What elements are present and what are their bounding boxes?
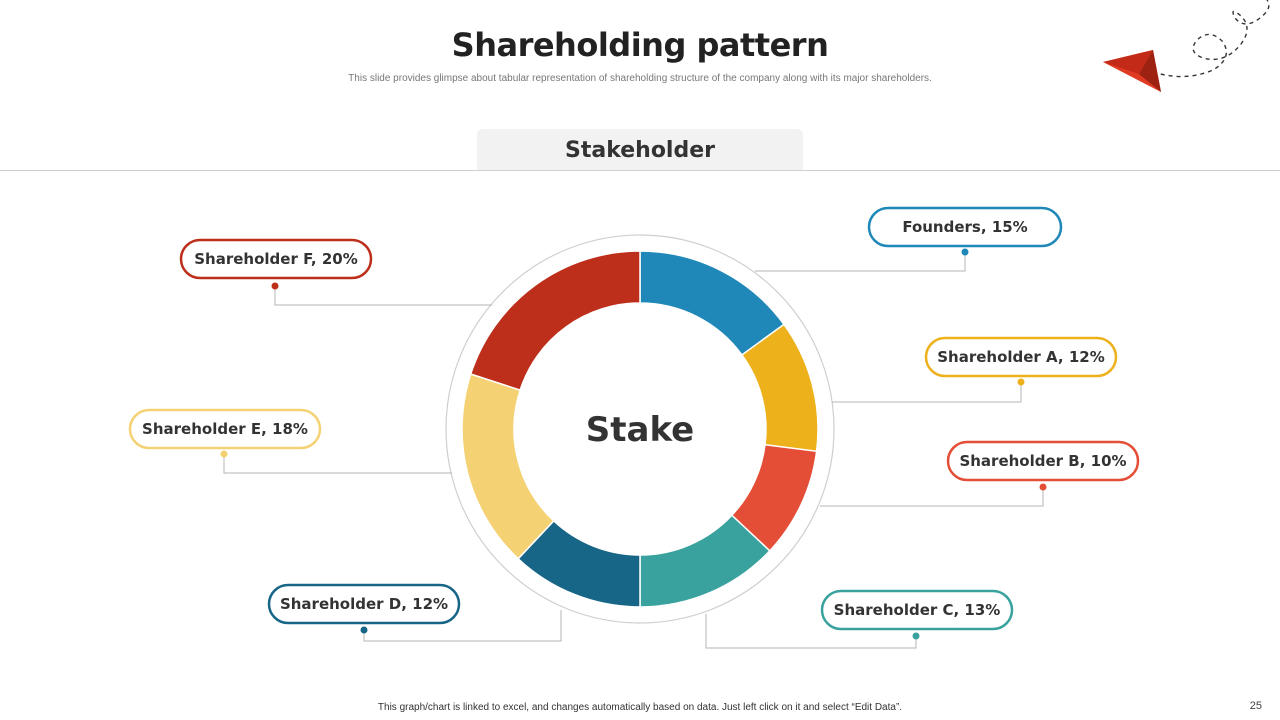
leader-line-shareholder-c (705, 614, 917, 649)
callout-box-shareholder-b (946, 440, 1140, 482)
callout-label-shareholder-e: Shareholder E, 18% (142, 420, 308, 438)
callout-label-shareholder-d: Shareholder D, 12% (280, 595, 448, 613)
paper-plane-icon (1103, 0, 1270, 92)
page-title: Shareholding pattern (451, 26, 829, 64)
callout-box-shareholder-a (924, 336, 1118, 378)
callout-box-shareholder-e (128, 408, 322, 450)
callout-label-shareholder-c: Shareholder C, 13% (834, 601, 1001, 619)
leader-line-shareholder-f (274, 286, 492, 306)
callout-box-shareholder-f (179, 238, 373, 280)
leader-dot-shareholder-f (271, 282, 279, 290)
leader-dot-founders (961, 248, 969, 256)
page-number: 25 (1249, 700, 1262, 712)
leader-dot-shareholder-e (220, 450, 228, 458)
donut-outer-ring (445, 234, 835, 624)
leader-line-shareholder-e (223, 454, 452, 474)
leader-line-shareholder-a (832, 382, 1022, 403)
leader-line-founders (755, 252, 966, 272)
leader-line-shareholder-b (820, 487, 1044, 507)
callout-label-founders: Founders, 15% (902, 218, 1027, 236)
callout-label-shareholder-f: Shareholder F, 20% (194, 250, 358, 268)
leader-dot-shareholder-c (912, 632, 920, 640)
divider (0, 170, 1280, 171)
donut-center-label: Stake (586, 410, 694, 450)
callout-box-founders (867, 206, 1063, 248)
leader-dot-shareholder-b (1039, 483, 1047, 491)
callout-label-shareholder-a: Shareholder A, 12% (937, 348, 1105, 366)
callout-box-shareholder-c (820, 589, 1014, 631)
callout-label-shareholder-b: Shareholder B, 10% (959, 452, 1126, 470)
leader-line-shareholder-d (363, 610, 562, 642)
slice-shareholder-e[interactable] (461, 373, 555, 560)
tab-stakeholder[interactable]: Stakeholder (477, 129, 803, 170)
callout-box-shareholder-d (267, 583, 461, 625)
leader-dot-shareholder-d (360, 626, 368, 634)
page-subtitle: This slide provides glimpse about tabula… (348, 73, 932, 84)
leader-dot-shareholder-a (1017, 378, 1025, 386)
footer-note: This graph/chart is linked to excel, and… (377, 702, 903, 713)
slice-shareholder-f[interactable] (469, 250, 641, 392)
